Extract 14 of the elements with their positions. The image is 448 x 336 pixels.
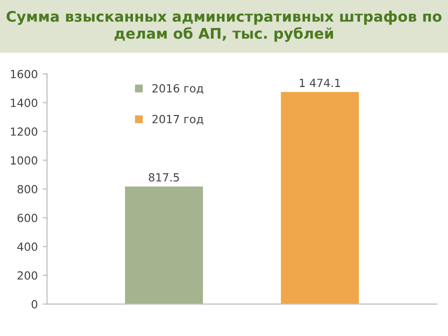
y-tick-label: 800 xyxy=(18,184,38,194)
chart-title: Сумма взысканных административных штрафов по делам об АП, тыс. рублей xyxy=(6,10,442,42)
y-tick-label: 0 xyxy=(32,300,38,308)
legend-label: 2017 год xyxy=(152,114,204,125)
y-tick-label: 1400 xyxy=(10,98,38,108)
y-tick-label: 1600 xyxy=(10,70,38,78)
y-tick-label: 1200 xyxy=(10,127,38,136)
data-label: 1 474.1 xyxy=(300,78,340,87)
data-label: 817.5 xyxy=(148,173,179,182)
y-tick-label: 400 xyxy=(17,242,38,251)
y-tick-label: 600 xyxy=(18,214,38,222)
y-tick-label: 1000 xyxy=(10,156,38,165)
legend-label: 2016 год xyxy=(152,84,204,94)
y-tick-label: 200 xyxy=(18,271,38,280)
